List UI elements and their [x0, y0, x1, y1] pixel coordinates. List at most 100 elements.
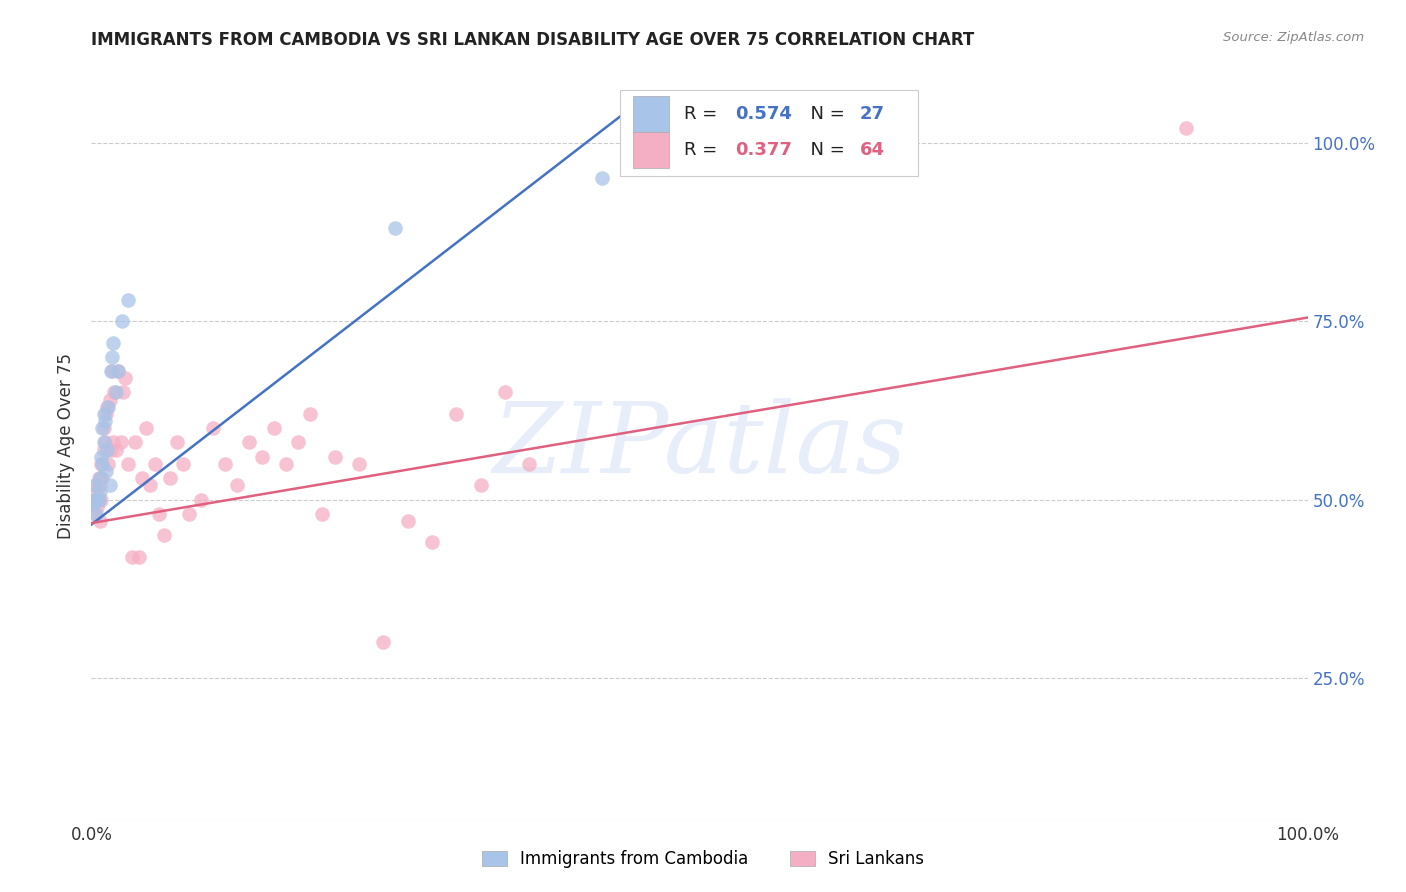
Point — [202, 421, 225, 435]
Point — [94, 435, 117, 450]
Point — [101, 350, 124, 364]
Point — [103, 335, 125, 350]
FancyBboxPatch shape — [633, 96, 669, 132]
Point — [93, 435, 115, 450]
Point — [274, 457, 297, 471]
FancyBboxPatch shape — [620, 90, 918, 177]
Point — [84, 507, 107, 521]
Point — [86, 485, 108, 500]
Point — [444, 407, 467, 421]
Text: N =: N = — [799, 105, 851, 123]
Point — [153, 528, 176, 542]
Point — [94, 464, 117, 478]
Point — [214, 457, 236, 471]
Text: Source: ZipAtlas.com: Source: ZipAtlas.com — [1223, 31, 1364, 45]
Point — [91, 421, 114, 435]
Point — [86, 492, 108, 507]
Point — [107, 364, 129, 378]
Point — [107, 364, 129, 378]
Point — [84, 478, 107, 492]
Point — [100, 442, 122, 457]
Point — [96, 442, 118, 457]
Point — [166, 435, 188, 450]
Point — [89, 478, 111, 492]
Point — [98, 392, 121, 407]
Point — [190, 492, 212, 507]
Point — [470, 478, 492, 492]
Point — [101, 364, 124, 378]
Point — [104, 385, 127, 400]
Point — [98, 478, 121, 492]
Point — [82, 496, 104, 510]
Point — [347, 457, 370, 471]
Point — [89, 514, 111, 528]
Point — [86, 500, 108, 514]
Point — [172, 457, 194, 471]
Point — [124, 435, 146, 450]
Point — [139, 478, 162, 492]
Point — [591, 171, 613, 186]
Point — [121, 549, 143, 564]
Point — [311, 507, 333, 521]
Point — [250, 450, 273, 464]
Point — [517, 457, 540, 471]
Point — [87, 492, 110, 507]
Point — [100, 364, 122, 378]
Point — [117, 293, 139, 307]
Text: IMMIGRANTS FROM CAMBODIA VS SRI LANKAN DISABILITY AGE OVER 75 CORRELATION CHART: IMMIGRANTS FROM CAMBODIA VS SRI LANKAN D… — [91, 31, 974, 49]
Point — [82, 496, 104, 510]
Point — [323, 450, 346, 464]
Point — [93, 442, 115, 457]
FancyBboxPatch shape — [633, 132, 669, 168]
Point — [96, 400, 118, 414]
Point — [263, 421, 285, 435]
Text: 27: 27 — [860, 105, 884, 123]
Point — [177, 507, 200, 521]
Point — [94, 407, 117, 421]
Point — [103, 435, 125, 450]
Point — [83, 492, 105, 507]
Point — [97, 400, 120, 414]
Point — [128, 549, 150, 564]
Point — [287, 435, 309, 450]
Point — [238, 435, 260, 450]
Point — [114, 371, 136, 385]
Legend: Immigrants from Cambodia, Sri Lankans: Immigrants from Cambodia, Sri Lankans — [475, 844, 931, 875]
Point — [103, 385, 125, 400]
Text: 0.377: 0.377 — [735, 141, 792, 159]
Point — [111, 385, 134, 400]
Point — [89, 471, 111, 485]
Point — [135, 421, 157, 435]
Point — [110, 435, 132, 450]
Point — [226, 478, 249, 492]
Text: ZIPatlas: ZIPatlas — [492, 399, 907, 493]
Y-axis label: Disability Age Over 75: Disability Age Over 75 — [58, 353, 76, 539]
Text: R =: R = — [683, 141, 723, 159]
Text: R =: R = — [683, 105, 723, 123]
Point — [87, 492, 110, 507]
Point — [93, 407, 115, 421]
Point — [93, 421, 115, 435]
Point — [117, 457, 139, 471]
Point — [104, 442, 127, 457]
Point — [373, 635, 395, 649]
Point — [84, 478, 107, 492]
Point — [148, 507, 170, 521]
Text: N =: N = — [799, 141, 851, 159]
Point — [299, 407, 322, 421]
Point — [91, 471, 114, 485]
Point — [83, 492, 105, 507]
Point — [1175, 121, 1198, 136]
Point — [91, 457, 114, 471]
Point — [89, 485, 111, 500]
Point — [131, 471, 153, 485]
Point — [94, 414, 117, 428]
Point — [384, 221, 406, 235]
Text: 64: 64 — [860, 141, 884, 159]
Point — [90, 450, 112, 464]
Point — [97, 457, 120, 471]
Point — [84, 507, 107, 521]
Point — [420, 535, 443, 549]
Text: 0.574: 0.574 — [735, 105, 792, 123]
Point — [396, 514, 419, 528]
